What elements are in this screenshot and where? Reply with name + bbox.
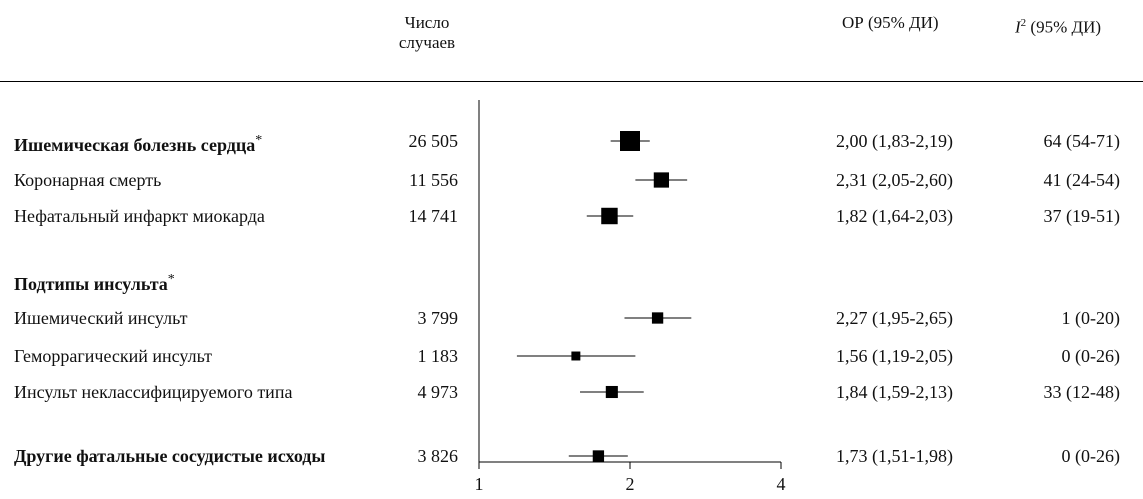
row-or: 1,56 (1,19-2,05)	[836, 346, 953, 366]
estimate-square	[592, 450, 605, 462]
row-i2: 37 (19-51)	[1043, 206, 1120, 226]
row-label: Геморрагический инсульт	[14, 346, 212, 366]
row-label-text: Подтипы инсульта	[14, 274, 168, 294]
i2-header-rest: (95% ДИ)	[1026, 17, 1102, 37]
estimate-square	[571, 351, 581, 361]
cases-header-line1: Число	[404, 13, 450, 32]
row-or: 1,84 (1,59-2,13)	[836, 382, 953, 402]
x-tick-label: 2	[626, 474, 635, 494]
row-label-text: Ишемическая болезнь сердца	[14, 135, 256, 155]
estimate-square	[601, 207, 618, 225]
row-or: 1,82 (1,64-2,03)	[836, 206, 953, 226]
row-cases: 11 556	[409, 170, 458, 190]
cases-header: Число случаев	[392, 13, 462, 53]
row-cases: 1 183	[417, 346, 459, 366]
row-or: 2,27 (1,95-2,65)	[836, 308, 953, 328]
row-label: Ишемическая болезнь сердца*	[14, 131, 262, 155]
row-cases: 26 505	[408, 131, 459, 151]
header-divider	[0, 81, 1143, 82]
row-i2: 33 (12-48)	[1043, 382, 1120, 402]
row-cases: 4 973	[417, 382, 459, 402]
row-cases: 3 826	[417, 446, 459, 466]
row-cases: 14 741	[408, 206, 459, 226]
row-or: 1,73 (1,51-1,98)	[836, 446, 953, 466]
i2-superscript: 2	[1020, 17, 1027, 29]
cases-header-line2: случаев	[398, 33, 456, 52]
row-i2: 0 (0-26)	[1061, 346, 1120, 366]
row-label: Коронарная смерть	[14, 170, 161, 190]
i2-header: I2 (95% ДИ)	[1015, 13, 1101, 38]
row-label-text: Коронарная смерть	[14, 170, 162, 190]
row-label-star: *	[255, 133, 263, 148]
estimate-square	[653, 172, 670, 188]
or-header: ОР (95% ДИ)	[842, 13, 939, 32]
estimate-square	[651, 312, 664, 324]
row-label-text: Геморрагический инсульт	[14, 346, 213, 366]
row-i2: 64 (54-71)	[1043, 131, 1120, 151]
row-label-star: *	[167, 272, 175, 287]
row-label-text: Нефатальный инфаркт миокарда	[14, 206, 265, 226]
row-i2: 41 (24-54)	[1043, 170, 1120, 190]
x-tick-label: 1	[475, 474, 484, 494]
row-i2: 1 (0-20)	[1061, 308, 1120, 328]
estimate-square	[620, 131, 640, 151]
x-tick-label: 4	[777, 474, 786, 494]
row-cases: 3 799	[417, 308, 459, 328]
estimate-square	[605, 385, 618, 399]
row-or: 2,31 (2,05-2,60)	[836, 170, 953, 190]
row-label: Другие фатальные сосудистые исходы	[14, 446, 325, 466]
row-label: Нефатальный инфаркт миокарда	[14, 206, 265, 226]
row-label-text: Ишемический инсульт	[14, 308, 188, 328]
row-label: Ишемический инсульт	[14, 308, 187, 328]
i2-symbol: I	[1015, 17, 1021, 37]
row-label: Подтипы инсульта*	[14, 270, 175, 294]
row-or: 2,00 (1,83-2,19)	[836, 131, 953, 151]
row-i2: 0 (0-26)	[1061, 446, 1120, 466]
row-label-text: Инсульт неклассифицируемого типа	[14, 382, 293, 402]
row-label: Инсульт неклассифицируемого типа	[14, 382, 292, 402]
row-label-text: Другие фатальные сосудистые исходы	[14, 446, 326, 466]
